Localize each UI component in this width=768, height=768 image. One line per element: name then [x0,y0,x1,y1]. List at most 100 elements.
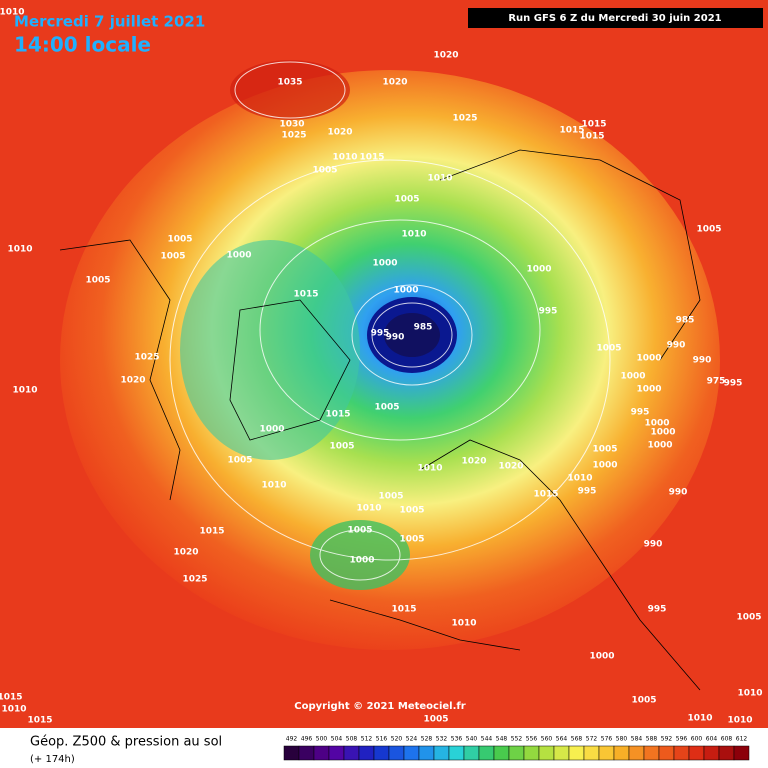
scale-swatch [553,745,570,761]
scale-swatch [478,745,495,761]
scale-swatch [688,745,705,761]
isobar-label: 975 [707,377,726,387]
isobar-label: 1015 [533,490,558,500]
isobar-label: 1005 [394,195,419,205]
isobar-label: 1010 [417,464,442,474]
isobar-label: 1000 [526,265,551,275]
isobar-label: 1005 [85,276,110,286]
isobar-label: 1030 [279,120,304,130]
isobar-label: 1015 [0,693,23,703]
scale-label: 496 [301,736,313,743]
isobar-label: 1010 [451,619,476,629]
scale-label: 556 [526,736,538,743]
isobar-label: 1010 [0,8,25,18]
scale-label: 588 [646,736,658,743]
z500-field [180,240,360,460]
isobar-label: 1010 [427,174,452,184]
scale-label: 604 [706,736,718,743]
isobar-label: 990 [669,488,688,498]
scale-swatch [733,745,750,761]
isobar-label: 1010 [356,504,381,514]
isobar-label: 1010 [12,386,37,396]
scale-label: 600 [691,736,703,743]
scale-label: 612 [736,736,748,743]
scale-swatch [358,745,375,761]
run-info: Run GFS 6 Z du Mercredi 30 juin 2021 [508,13,721,24]
isobar-label: 1020 [433,51,458,61]
scale-swatch [703,745,720,761]
isobar-label: 1005 [378,492,403,502]
isobar-label: 1005 [592,445,617,455]
forecast-date: Mercredi 7 juillet 2021 [14,13,205,31]
isobar-label: 1005 [399,535,424,545]
scale-swatch [718,745,735,761]
isobar-label: 1015 [325,410,350,420]
isobar-label: 1010 [401,230,426,240]
scale-swatch [523,745,540,761]
isobar-label: 1000 [644,419,669,429]
isobar-label: 1020 [327,128,352,138]
isobar-label: 1020 [382,78,407,88]
isobar-label: 995 [578,487,597,497]
run-box [468,8,763,28]
isobar-label: 1015 [559,126,584,136]
isobar-label: 1035 [277,78,302,88]
isobar-label: 1000 [592,461,617,471]
z500-field [310,520,410,590]
isobar-label: 990 [693,356,712,366]
isobar-label: 1005 [696,225,721,235]
scale-label: 584 [631,736,643,743]
isobar-label: 1015 [581,120,606,130]
isobar-label: 1015 [27,716,52,726]
isobar-label: 1010 [1,705,26,715]
scale-label: 520 [391,736,403,743]
isobar-label: 1015 [293,290,318,300]
scale-swatch [658,745,675,761]
isobar-label: 1020 [461,457,486,467]
isobar-label: 1000 [636,354,661,364]
isobar-label: 1010 [332,153,357,163]
scale-swatch [493,745,510,761]
scale-label: 504 [331,736,343,743]
isobar-label: 1000 [226,251,251,261]
scale-swatch [403,745,420,761]
isobar-label: 1005 [227,456,252,466]
scale-label: 548 [496,736,508,743]
scale-swatch [508,745,525,761]
isobar-label: 1000 [589,652,614,662]
copyright: Copyright © 2021 Meteociel.fr [294,701,465,712]
isobar-label: 995 [631,408,650,418]
isobar-label: 1020 [498,462,523,472]
isobar-label: 1000 [647,441,672,451]
isobar-label: 1010 [737,689,762,699]
scale-label: 544 [481,736,493,743]
scale-label: 508 [346,736,358,743]
isobar-lines [169,61,611,581]
isobar-label: 1005 [329,442,354,452]
isobar-label: 1025 [281,131,306,141]
scale-swatch [418,745,435,761]
isobar-label: 995 [371,329,390,339]
scale-swatch [373,745,390,761]
scale-label: 580 [616,736,628,743]
isobar-label: 1000 [620,372,645,382]
isobar-label: 985 [676,316,695,326]
isobar-label: 1010 [687,714,712,724]
scale-label: 492 [286,736,298,743]
scale-label: 512 [361,736,373,743]
isobar-label: 1010 [567,474,592,484]
scale-label: 516 [376,736,388,743]
isobar-label: 1005 [399,506,424,516]
scale-label: 500 [316,736,328,743]
scale-swatch [343,745,360,761]
scale-label: 540 [466,736,478,743]
isobar-label: 1015 [579,132,604,142]
scale-label: 592 [661,736,673,743]
isobar-label: 1005 [347,526,372,536]
scale-label: 576 [601,736,613,743]
scale-swatch [448,745,465,761]
scale-swatch [538,745,555,761]
isobar-label: 1025 [182,575,207,585]
scale-label: 536 [451,736,463,743]
scale-swatch [463,745,480,761]
